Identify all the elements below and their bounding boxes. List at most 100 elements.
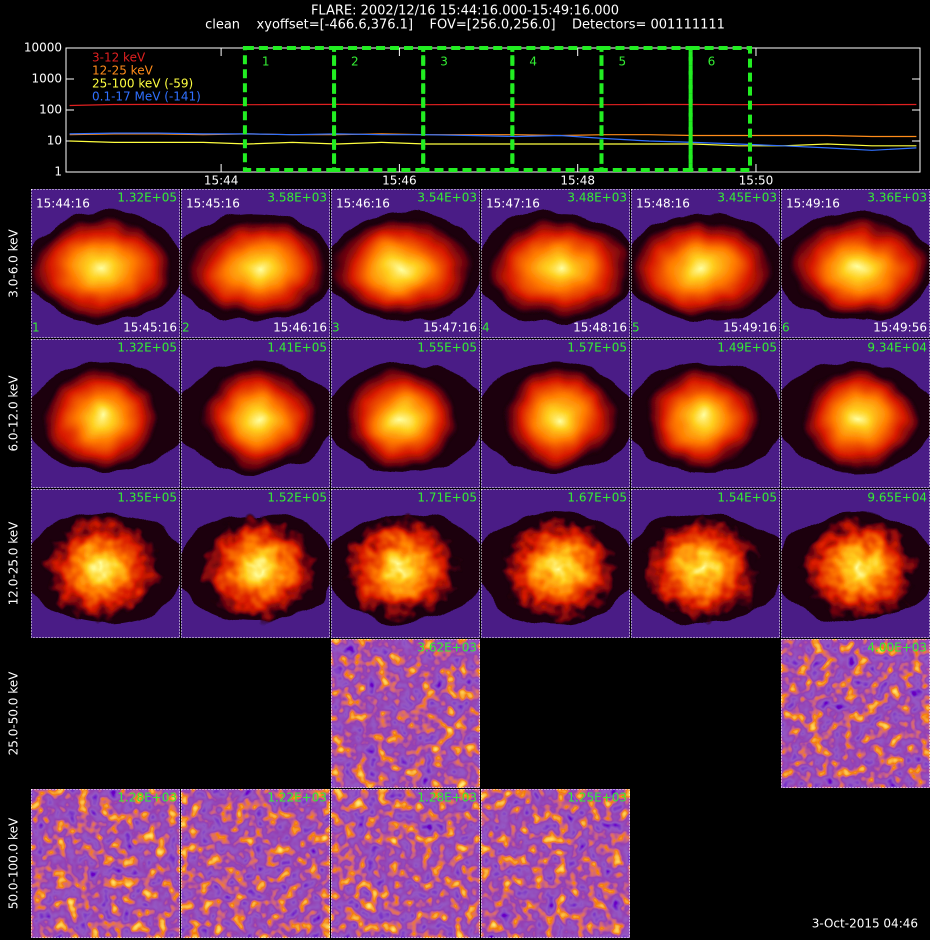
image-source [187,218,330,319]
panel-border [631,339,780,488]
panel-border [181,339,330,488]
image-source [201,516,318,621]
row-label: 50.0-100.0 keV [7,817,21,909]
end-time: 15:49:56 [873,321,927,335]
image [781,639,930,788]
max-value: 3.45E+03 [717,191,777,205]
y-tick-label: 10000 [24,41,62,55]
row-label: 6.0-12.0 keV [7,375,21,452]
max-value: 1.67E+05 [567,491,627,505]
max-value: 1.32E+05 [117,191,177,205]
image-source [643,516,760,621]
image [181,489,330,638]
max-value: 1.28E+03 [417,791,477,805]
image-noise [481,789,630,938]
max-value: 1.49E+05 [717,341,777,355]
image-source [787,218,930,319]
image-noise [331,789,480,938]
series-line [69,103,917,107]
image-panel: 1.52E+05 [181,489,330,638]
legend-entry: 12-25 keV [92,64,154,78]
image [181,189,330,338]
series-line [69,132,917,151]
max-value: 1.32E+05 [117,341,177,355]
panel-border [331,339,480,488]
interval-box [332,46,426,172]
image-panel: 1.55E+05 [331,339,480,488]
panel-border [181,789,330,938]
panel-border [331,639,480,788]
image-panel: 15:46:16 3.54E+03 3 15:47:16 [331,189,480,338]
legend-entry: 25-100 keV (-59) [92,77,193,91]
image [31,189,180,338]
max-value: 1.35E+05 [117,491,177,505]
image-source [631,218,774,319]
max-value: 9.34E+04 [867,341,927,355]
image-panel: 1.57E+05 [481,339,630,488]
image [181,789,330,938]
max-value: 1.41E+05 [267,341,327,355]
image [31,789,180,938]
image [631,339,780,488]
image-panel: 15:48:16 3.45E+03 5 15:49:16 [631,189,780,338]
image-source [331,218,474,319]
interval-label: 2 [351,55,359,69]
x-tick-label: 15:44 [204,174,239,188]
panel-border [481,339,630,488]
image [181,339,330,488]
image-panel: 15:45:16 3.58E+03 2 15:46:16 [181,189,330,338]
image [481,489,630,638]
image-noise [181,789,330,938]
start-time: 15:44:16 [36,197,90,211]
row-label: 12.0-25.0 keV [7,521,21,605]
image [781,339,930,488]
image-source [43,516,160,621]
image-source [643,366,760,471]
image-source [343,516,460,621]
image-panel: 1.49E+05 [631,339,780,488]
series-line [69,140,917,147]
series-line [69,133,917,138]
max-value: 3.62E+03 [417,641,477,655]
image-panel: 9.34E+04 [781,339,930,488]
image-panel: 3.62E+03 [331,639,480,788]
image-panel: 1.67E+05 [481,489,630,638]
x-tick-label: 15:46 [382,174,417,188]
image [31,339,180,488]
max-value: 4.00E+03 [867,641,927,655]
image-noise [781,639,930,788]
interval-box [510,46,604,172]
image-source [201,366,318,471]
image [781,489,930,638]
y-tick-label: 1 [54,165,62,179]
image [331,339,480,488]
image-panel: 1.22E+03 [181,789,330,938]
panel-index: 6 [782,321,790,335]
y-tick-label: 100 [39,103,62,117]
image [631,489,780,638]
footer: 3-Oct-2015 04:46 [812,917,918,931]
panel-border [631,489,780,638]
max-value: 1.57E+05 [567,341,627,355]
panel-border [31,789,180,938]
image-panel: 1.35E+05 [31,489,180,638]
title: FLARE: 2002/12/16 15:44:16.000-15:49:16.… [311,4,619,19]
image-source [801,366,918,471]
max-value: 1.28E+03 [117,791,177,805]
panel-border [481,489,630,638]
panel-border [331,489,480,638]
image-panel: 9.65E+04 [781,489,930,638]
x-tick-label: 15:48 [560,174,595,188]
max-value: 1.22E+03 [267,791,327,805]
interval-label: 4 [529,55,537,69]
image-source [487,218,630,319]
panel-index: 5 [632,321,640,335]
row-label: 25.0-50.0 keV [7,671,21,755]
max-value: 3.36E+03 [867,191,927,205]
image-noise [331,639,480,788]
image-panel: 15:49:16 3.36E+03 6 15:49:56 [781,189,930,338]
image-panel: 4.00E+03 [781,639,930,788]
max-value: 1.25E+03 [567,791,627,805]
panel-border [481,789,630,938]
